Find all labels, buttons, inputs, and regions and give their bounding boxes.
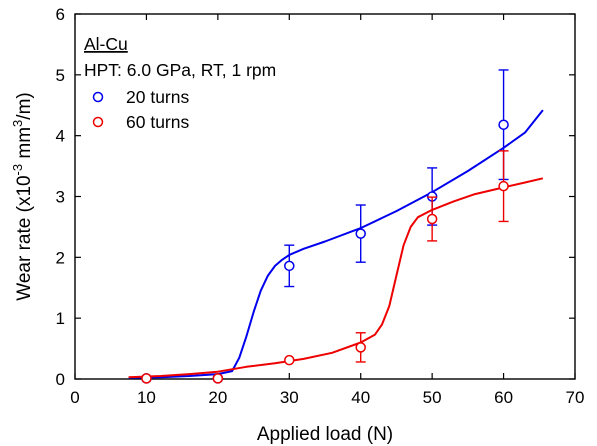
x-tick-label: 70 [566,388,585,407]
series-1 [128,150,544,384]
legend-marker [92,91,104,103]
legend-marker [92,116,104,128]
material-annotation: Al-Cu [84,34,128,54]
data-point [498,119,509,130]
y-tick-label: 6 [56,5,65,24]
trend-line [128,109,544,379]
series-layer [128,69,544,384]
x-tick-label: 30 [280,388,299,407]
x-axis: 0 10 20 30 40 50 60 70 [70,14,584,407]
legend-label: 60 turns [126,112,189,132]
x-tick-label: 60 [494,388,513,407]
data-point [355,342,366,353]
x-tick-label: 20 [208,388,227,407]
y-tick-label: 3 [56,188,65,207]
y-tick-label: 1 [56,309,65,328]
condition-annotation: HPT: 6.0 GPa, RT, 1 rpm [84,60,276,80]
x-axis-title: Applied load (N) [257,424,393,445]
data-point [498,180,509,192]
legend: 20 turns 60 turns [92,87,189,132]
x-tick-label: 50 [423,388,442,407]
y-tick-label: 2 [56,248,65,267]
y-tick-label: 0 [56,370,65,389]
data-point [284,354,295,366]
legend-label: 20 turns [126,87,189,107]
y-axis-title: Wear rate (x10-3 mm3/m) [10,92,35,300]
x-tick-label: 10 [137,388,156,407]
y-tick-label: 5 [56,66,65,85]
x-tick-label: 40 [351,388,370,407]
x-tick-label: 0 [70,388,79,407]
data-point [212,373,224,384]
y-axis: 0 1 2 3 4 5 6 [56,5,575,389]
data-point [426,213,438,225]
data-point [141,373,152,384]
data-point [284,260,295,272]
series-0 [128,69,544,384]
trend-line [128,177,544,379]
data-point [355,228,366,239]
y-tick-label: 4 [56,127,65,146]
